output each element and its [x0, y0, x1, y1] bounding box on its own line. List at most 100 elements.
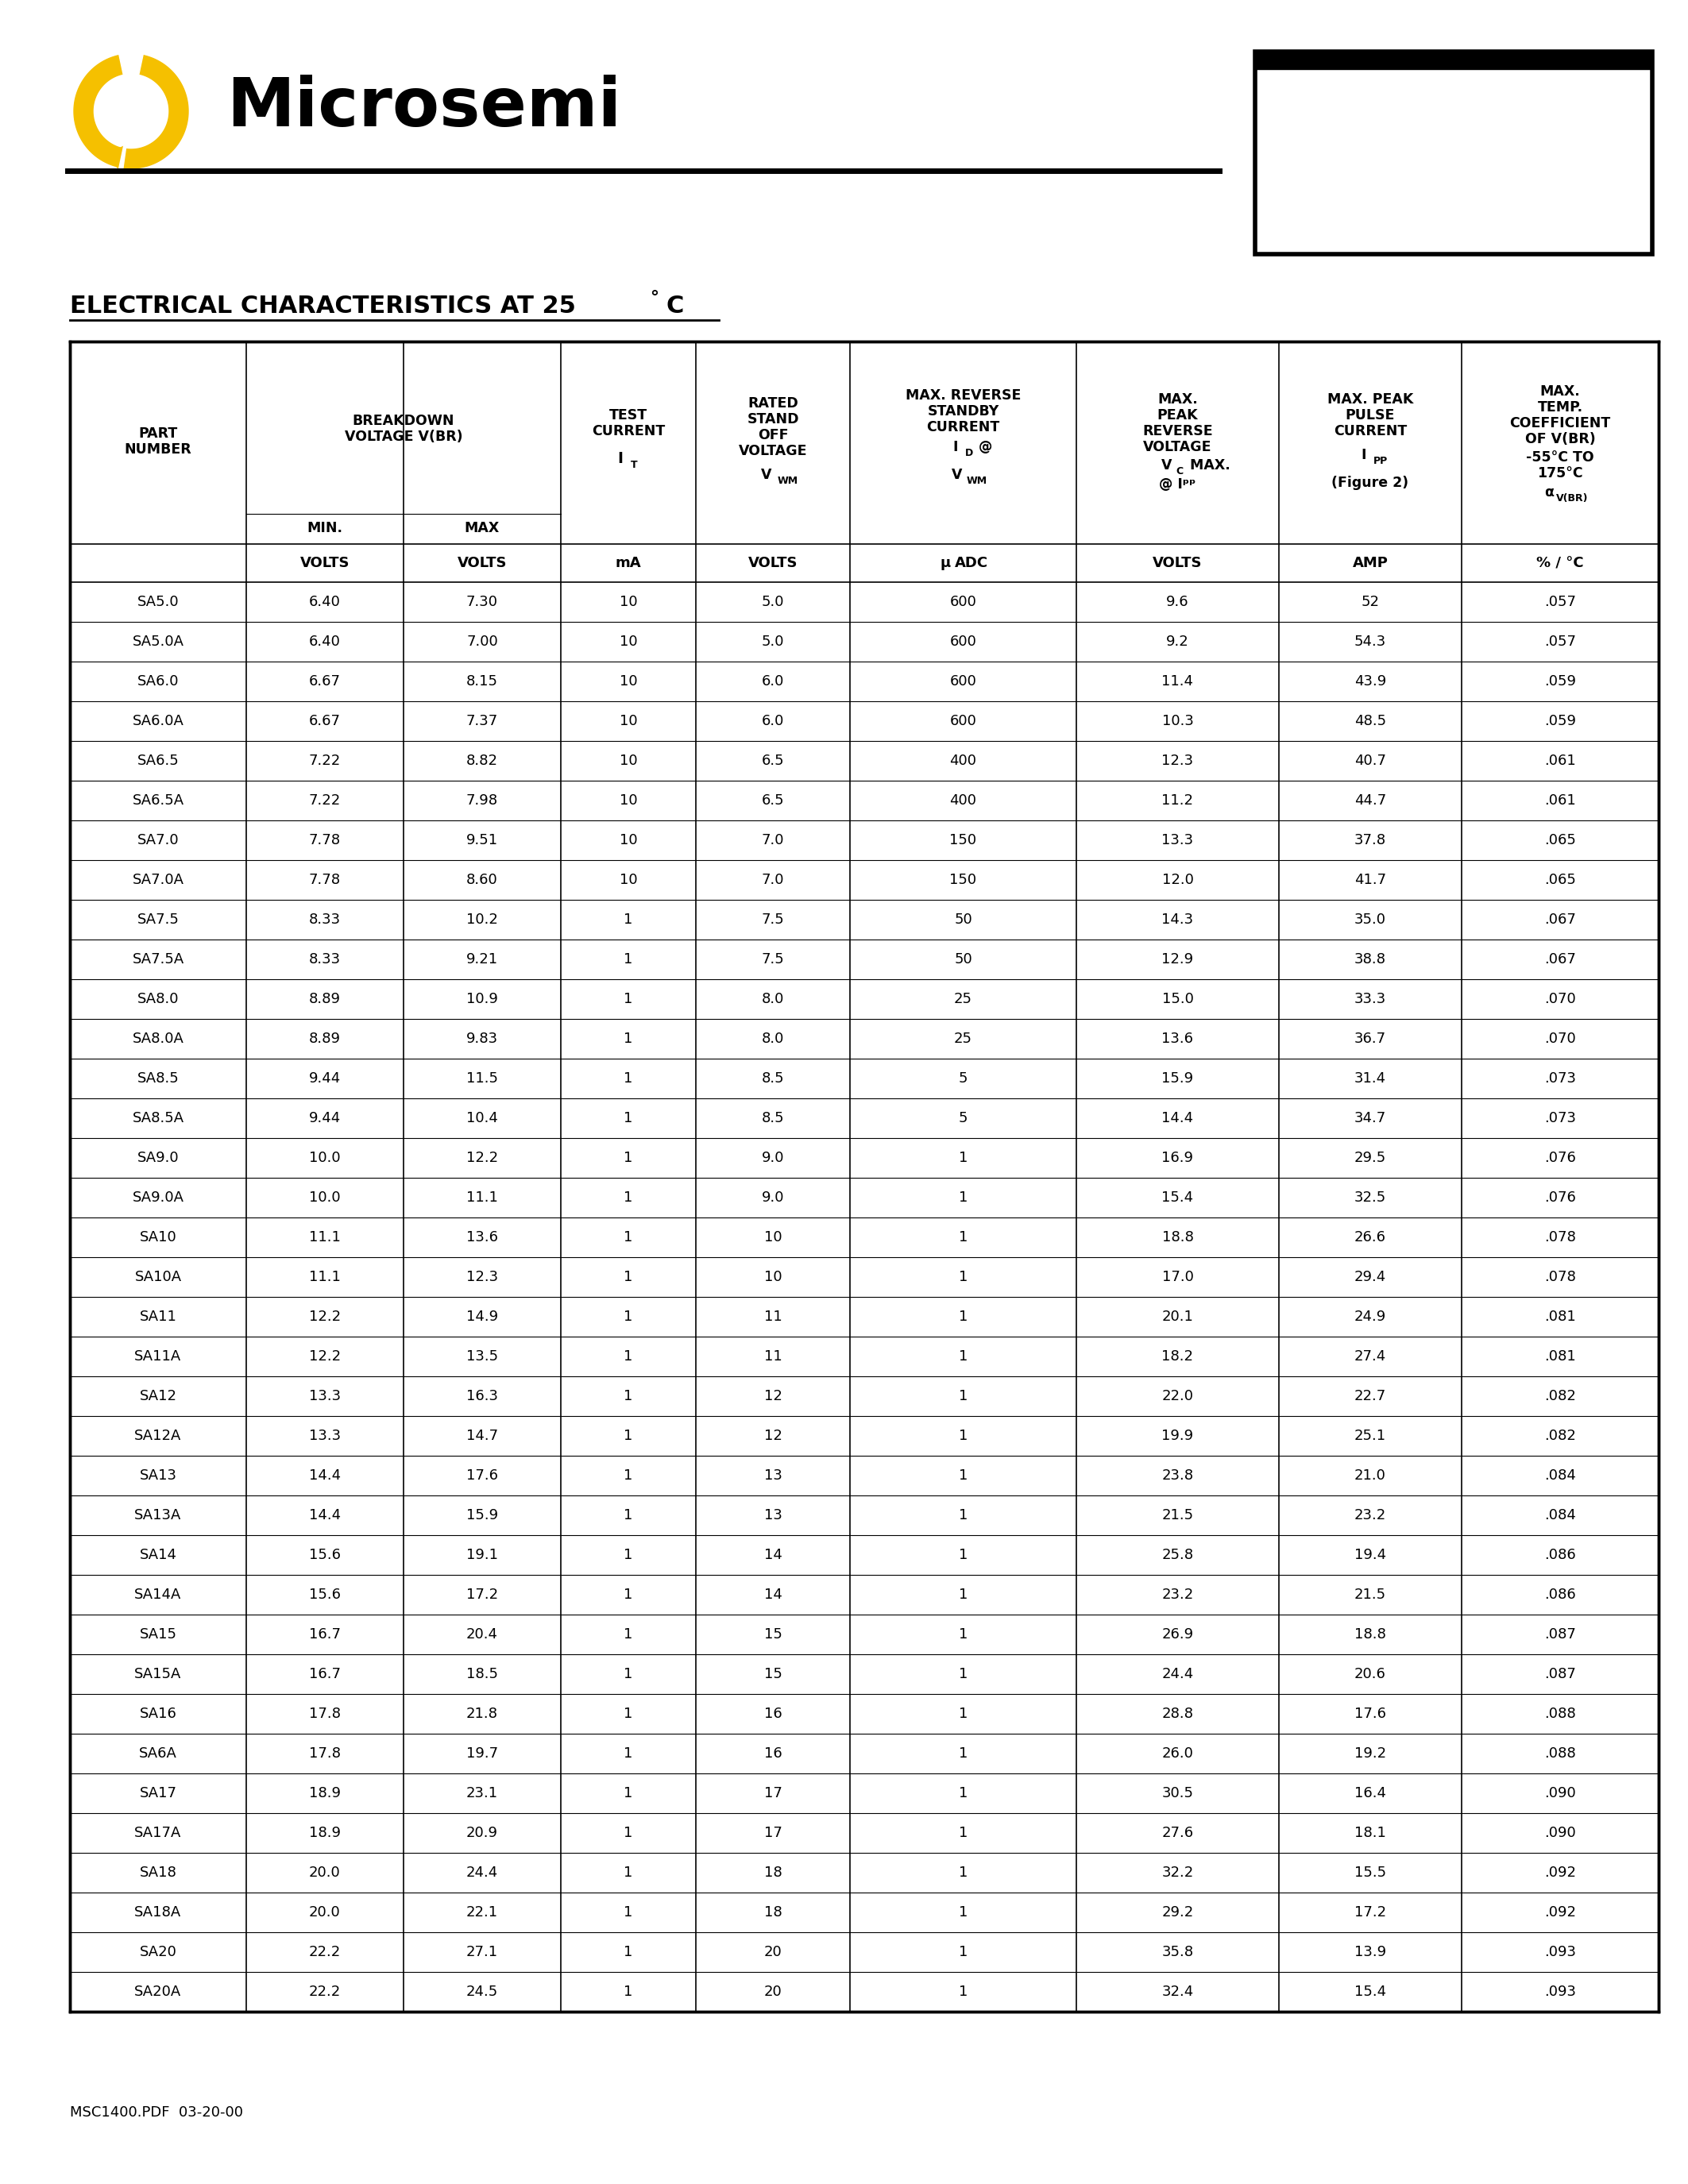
Text: 26.0: 26.0: [1161, 1747, 1193, 1760]
Text: 1: 1: [625, 1310, 633, 1324]
Text: 8.89: 8.89: [309, 1031, 341, 1046]
Text: 32.2: 32.2: [1161, 1865, 1193, 1880]
Text: 1: 1: [959, 1230, 967, 1245]
Text: 15: 15: [763, 1627, 782, 1642]
Text: .070: .070: [1545, 992, 1577, 1007]
Text: 1: 1: [625, 1112, 633, 1125]
Text: -55°C TO: -55°C TO: [1526, 450, 1593, 465]
Text: 1: 1: [625, 1072, 633, 1085]
Text: .059: .059: [1545, 714, 1577, 727]
Text: 14: 14: [763, 1588, 782, 1601]
Text: .086: .086: [1545, 1588, 1577, 1601]
Text: SA15A: SA15A: [135, 1666, 182, 1682]
Text: 6.40: 6.40: [309, 594, 341, 609]
Text: 29.5: 29.5: [1354, 1151, 1386, 1164]
Text: SA11A: SA11A: [135, 1350, 182, 1363]
Text: 29.4: 29.4: [1354, 1269, 1386, 1284]
Text: 9.6: 9.6: [1166, 594, 1188, 609]
Text: SA13: SA13: [140, 1468, 177, 1483]
Text: 10: 10: [619, 753, 638, 769]
Text: BREAKDOWN: BREAKDOWN: [353, 413, 454, 428]
Text: 33.3: 33.3: [1354, 992, 1386, 1007]
Text: SA8.0: SA8.0: [137, 992, 179, 1007]
Text: 11.1: 11.1: [309, 1269, 341, 1284]
Text: 20: 20: [765, 1946, 782, 1959]
Text: SA12: SA12: [140, 1389, 177, 1404]
Text: 27.6: 27.6: [1161, 1826, 1193, 1841]
Text: 44.7: 44.7: [1354, 793, 1386, 808]
Text: D: D: [966, 448, 972, 459]
Text: 10: 10: [765, 1230, 782, 1245]
Text: I: I: [952, 439, 957, 454]
Text: 150: 150: [950, 832, 977, 847]
Text: 10.0: 10.0: [309, 1151, 341, 1164]
Text: 50: 50: [954, 913, 972, 926]
Text: .059: .059: [1545, 675, 1577, 688]
Text: .065: .065: [1545, 832, 1577, 847]
Text: 27.4: 27.4: [1354, 1350, 1386, 1363]
Text: 1: 1: [625, 1985, 633, 1998]
Text: Microsemi: Microsemi: [226, 74, 621, 140]
Text: 21.5: 21.5: [1354, 1588, 1386, 1601]
Wedge shape: [118, 50, 143, 111]
Text: 38.8: 38.8: [1354, 952, 1386, 968]
Text: 15.4: 15.4: [1354, 1985, 1386, 1998]
Text: 10.9: 10.9: [466, 992, 498, 1007]
Text: V(BR): V(BR): [1556, 494, 1588, 505]
Text: 10: 10: [765, 1269, 782, 1284]
Text: 10: 10: [619, 675, 638, 688]
Text: 1: 1: [625, 1151, 633, 1164]
Text: 19.4: 19.4: [1354, 1548, 1386, 1562]
Text: .067: .067: [1545, 913, 1577, 926]
Text: % / °C: % / °C: [1536, 557, 1583, 570]
Text: 25.8: 25.8: [1161, 1548, 1193, 1562]
Text: 1: 1: [625, 1904, 633, 1920]
Text: 18.8: 18.8: [1161, 1230, 1193, 1245]
Text: 18.2: 18.2: [1161, 1350, 1193, 1363]
Polygon shape: [122, 55, 189, 168]
Text: SA5.0A: SA5.0A: [132, 636, 184, 649]
Text: SA8.5A: SA8.5A: [132, 1112, 184, 1125]
Text: 14.4: 14.4: [1161, 1112, 1193, 1125]
Text: .082: .082: [1545, 1389, 1577, 1404]
Text: 22.7: 22.7: [1354, 1389, 1386, 1404]
Text: 16.4: 16.4: [1354, 1787, 1386, 1800]
Text: C: C: [1177, 465, 1183, 476]
Text: SA18: SA18: [140, 1865, 177, 1880]
Text: SA14A: SA14A: [135, 1588, 182, 1601]
Text: 11: 11: [765, 1350, 782, 1363]
Text: SA8.0A: SA8.0A: [132, 1031, 184, 1046]
Text: VOLTS: VOLTS: [748, 557, 798, 570]
Text: 30.5: 30.5: [1161, 1787, 1193, 1800]
Text: 23.1: 23.1: [466, 1787, 498, 1800]
Text: 1: 1: [625, 1230, 633, 1245]
Text: α: α: [1545, 485, 1553, 500]
Text: .093: .093: [1545, 1946, 1577, 1959]
Text: 35.8: 35.8: [1161, 1946, 1193, 1959]
Text: 35.0: 35.0: [1354, 913, 1386, 926]
Text: 18.8: 18.8: [1354, 1627, 1386, 1642]
Text: 16.9: 16.9: [1161, 1151, 1193, 1164]
Text: 20.0: 20.0: [309, 1904, 341, 1920]
Text: V: V: [952, 467, 962, 483]
Text: .084: .084: [1545, 1468, 1577, 1483]
Text: 7.5: 7.5: [761, 913, 785, 926]
Text: 9.83: 9.83: [466, 1031, 498, 1046]
Text: 1: 1: [625, 1706, 633, 1721]
Text: 17: 17: [763, 1787, 782, 1800]
Text: 1: 1: [959, 1985, 967, 1998]
Text: 20.0: 20.0: [309, 1865, 341, 1880]
Text: 15.9: 15.9: [466, 1509, 498, 1522]
Text: MAX.: MAX.: [1185, 459, 1231, 472]
Text: C: C: [665, 295, 684, 317]
Text: 6.0: 6.0: [761, 714, 785, 727]
Text: I: I: [1361, 448, 1367, 461]
Text: 1: 1: [625, 1666, 633, 1682]
Text: 9.2: 9.2: [1166, 636, 1188, 649]
Text: T: T: [631, 461, 638, 470]
Text: SA10: SA10: [140, 1230, 177, 1245]
Text: 600: 600: [950, 675, 977, 688]
Text: WM: WM: [778, 476, 798, 487]
Text: VOLTS: VOLTS: [457, 557, 506, 570]
Text: 34.7: 34.7: [1354, 1112, 1386, 1125]
